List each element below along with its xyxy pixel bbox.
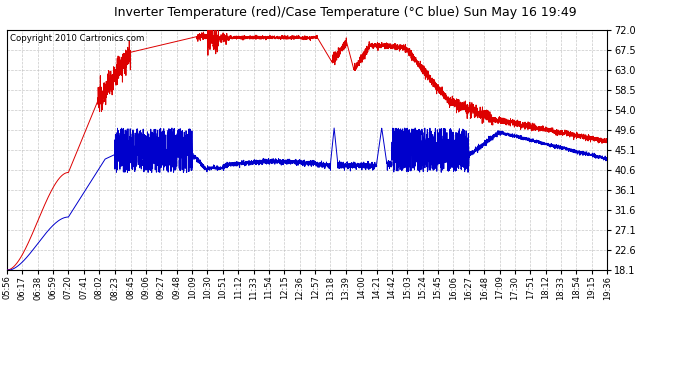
Text: Inverter Temperature (red)/Case Temperature (°C blue) Sun May 16 19:49: Inverter Temperature (red)/Case Temperat…: [114, 6, 576, 19]
Text: Copyright 2010 Cartronics.com: Copyright 2010 Cartronics.com: [10, 34, 144, 43]
